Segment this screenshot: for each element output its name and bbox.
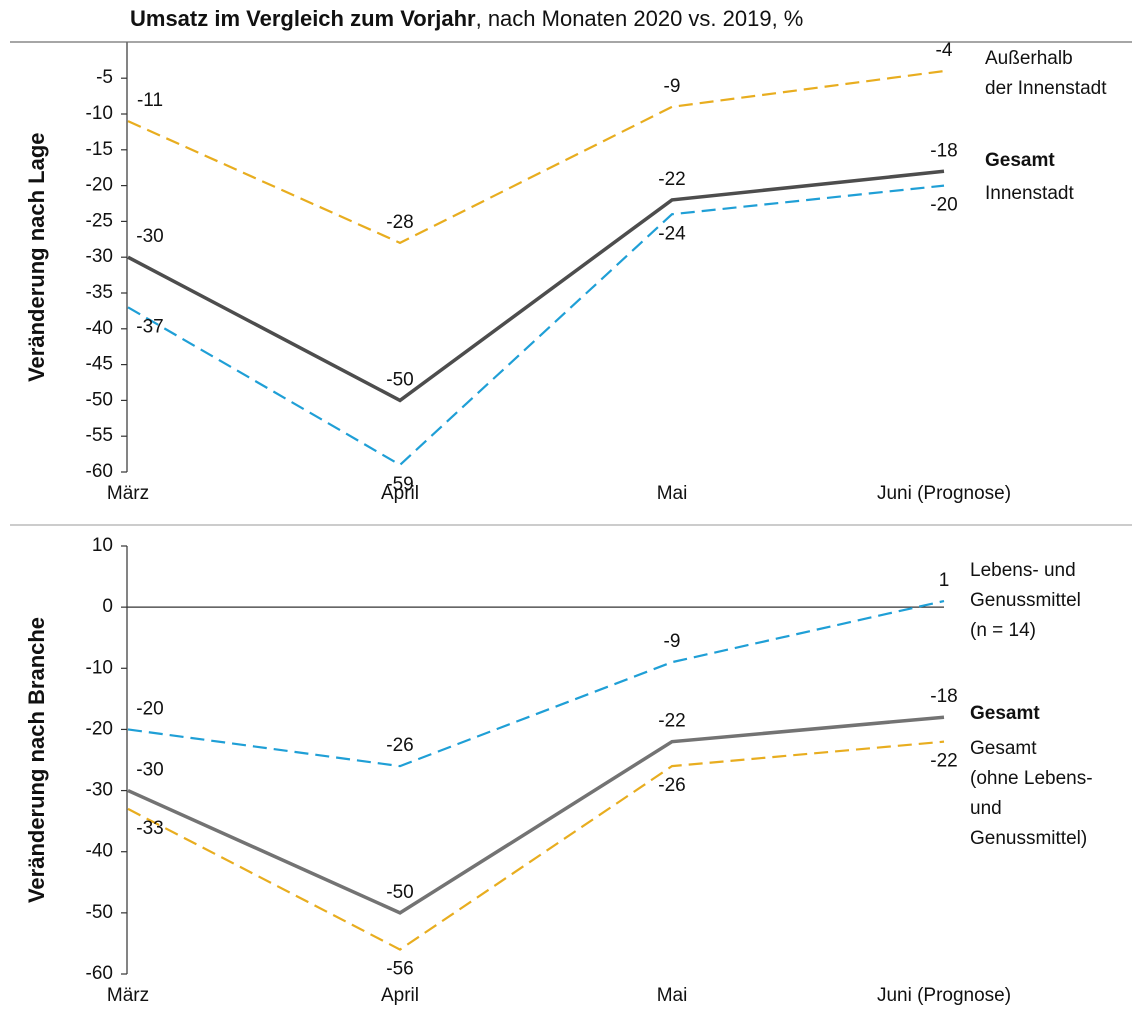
data-label: -30 xyxy=(136,226,163,247)
data-label: -30 xyxy=(136,760,163,781)
series-line xyxy=(127,169,945,403)
data-label: -4 xyxy=(936,40,953,61)
x-tick-label: März xyxy=(107,483,149,504)
y-tick-label: -50 xyxy=(86,389,113,410)
y-tick-label: -60 xyxy=(86,461,113,482)
data-label: -11 xyxy=(137,90,163,111)
data-label: -22 xyxy=(930,751,957,772)
series-line xyxy=(127,740,945,951)
legend-label: Gesamt xyxy=(970,703,1040,724)
data-label: -50 xyxy=(386,882,413,903)
data-label: -9 xyxy=(664,631,681,652)
x-tick-label: April xyxy=(381,985,419,1006)
x-tick-label: Juni (Prognose) xyxy=(877,483,1011,504)
data-label: -18 xyxy=(930,686,957,707)
legend-label: Innenstadt xyxy=(985,183,1074,204)
y-tick-label: -45 xyxy=(86,354,113,375)
legend-label: Lebens- und Genussmittel (n = 14) xyxy=(970,560,1081,641)
series-line xyxy=(127,184,945,467)
y-tick-label: -35 xyxy=(86,282,113,303)
y-tick-label: -5 xyxy=(96,67,113,88)
y-tick-label: -60 xyxy=(86,963,113,984)
y-tick-label: 0 xyxy=(102,596,113,617)
y-tick-label: -40 xyxy=(86,841,113,862)
data-label: 1 xyxy=(939,570,950,591)
data-label: -18 xyxy=(930,140,957,161)
data-label: -9 xyxy=(664,76,681,97)
y-axis-label: Veränderung nach Lage xyxy=(24,132,49,381)
y-tick-label: -10 xyxy=(86,657,113,678)
chart-title: Umsatz im Vergleich zum Vorjahr, nach Mo… xyxy=(130,6,803,31)
data-label: -22 xyxy=(658,169,685,190)
data-label: -56 xyxy=(386,959,413,980)
title-bold: Umsatz im Vergleich zum Vorjahr xyxy=(130,6,476,31)
x-tick-label: Juni (Prognose) xyxy=(877,985,1011,1006)
y-tick-label: -25 xyxy=(86,210,113,231)
legend-label: Gesamt (ohne Lebens- und Genussmittel) xyxy=(970,738,1093,849)
y-tick-label: 10 xyxy=(92,535,113,556)
data-label: -33 xyxy=(136,818,163,839)
x-tick-label: März xyxy=(107,985,149,1006)
y-tick-label: -40 xyxy=(86,318,113,339)
x-tick-label: Mai xyxy=(657,985,688,1006)
y-tick-label: -55 xyxy=(86,425,113,446)
y-tick-label: -15 xyxy=(86,139,113,160)
series-line xyxy=(127,599,945,768)
y-axis-label: Veränderung nach Branche xyxy=(24,617,49,903)
x-tick-label: Mai xyxy=(657,483,688,504)
data-label: -26 xyxy=(386,735,413,756)
y-tick-label: -20 xyxy=(86,175,113,196)
data-label: -50 xyxy=(386,369,413,390)
legend-label: Außerhalb der Innenstadt xyxy=(985,48,1107,99)
data-label: -20 xyxy=(930,195,957,216)
title-rest: , nach Monaten 2020 vs. 2019, % xyxy=(476,6,804,31)
y-tick-label: -30 xyxy=(86,780,113,801)
data-label: -24 xyxy=(658,223,686,244)
data-label: -28 xyxy=(386,212,413,233)
legend-label: Gesamt xyxy=(985,150,1055,171)
data-label: -20 xyxy=(136,698,163,719)
data-label: -22 xyxy=(658,711,685,732)
y-tick-label: -20 xyxy=(86,718,113,739)
y-tick-label: -50 xyxy=(86,902,113,923)
data-label: -37 xyxy=(136,316,163,337)
data-label: -59 xyxy=(386,474,413,495)
series-line xyxy=(127,69,945,245)
data-label: -26 xyxy=(658,775,685,796)
y-tick-label: -30 xyxy=(86,246,113,267)
series-line xyxy=(127,715,945,915)
x-tick-label: April xyxy=(381,483,419,504)
y-tick-label: -10 xyxy=(86,103,113,124)
